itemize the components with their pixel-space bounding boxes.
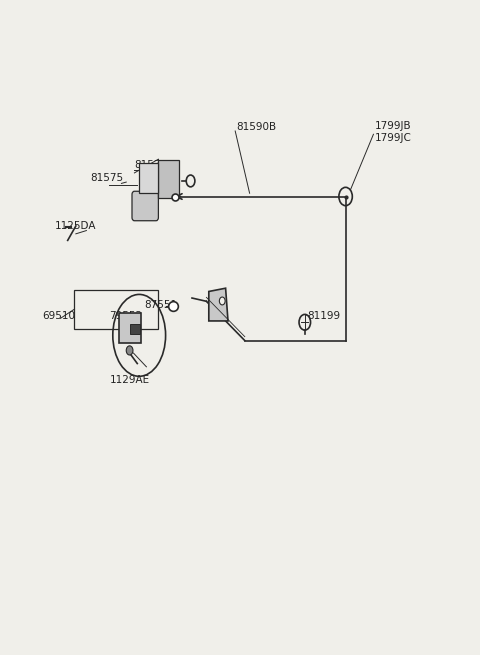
Text: 81199: 81199 bbox=[307, 311, 340, 321]
Bar bbox=[130, 324, 140, 334]
Text: 1799JC: 1799JC bbox=[374, 133, 411, 143]
Circle shape bbox=[126, 346, 133, 355]
Text: 79552: 79552 bbox=[109, 311, 143, 321]
Bar bbox=[139, 163, 158, 193]
Polygon shape bbox=[209, 288, 228, 321]
Text: 81570: 81570 bbox=[134, 160, 168, 170]
Text: 1125DA: 1125DA bbox=[55, 221, 96, 231]
Text: 81590B: 81590B bbox=[237, 122, 277, 132]
Text: 69510: 69510 bbox=[42, 311, 75, 321]
Text: 1799JB: 1799JB bbox=[374, 121, 411, 131]
Bar bbox=[74, 290, 158, 329]
Text: 81575: 81575 bbox=[90, 174, 123, 183]
Bar bbox=[158, 160, 179, 198]
Text: 1129AE: 1129AE bbox=[109, 375, 150, 384]
Circle shape bbox=[219, 297, 225, 305]
FancyBboxPatch shape bbox=[132, 191, 158, 221]
Text: 87551: 87551 bbox=[144, 300, 177, 310]
Bar bbox=[119, 313, 141, 343]
